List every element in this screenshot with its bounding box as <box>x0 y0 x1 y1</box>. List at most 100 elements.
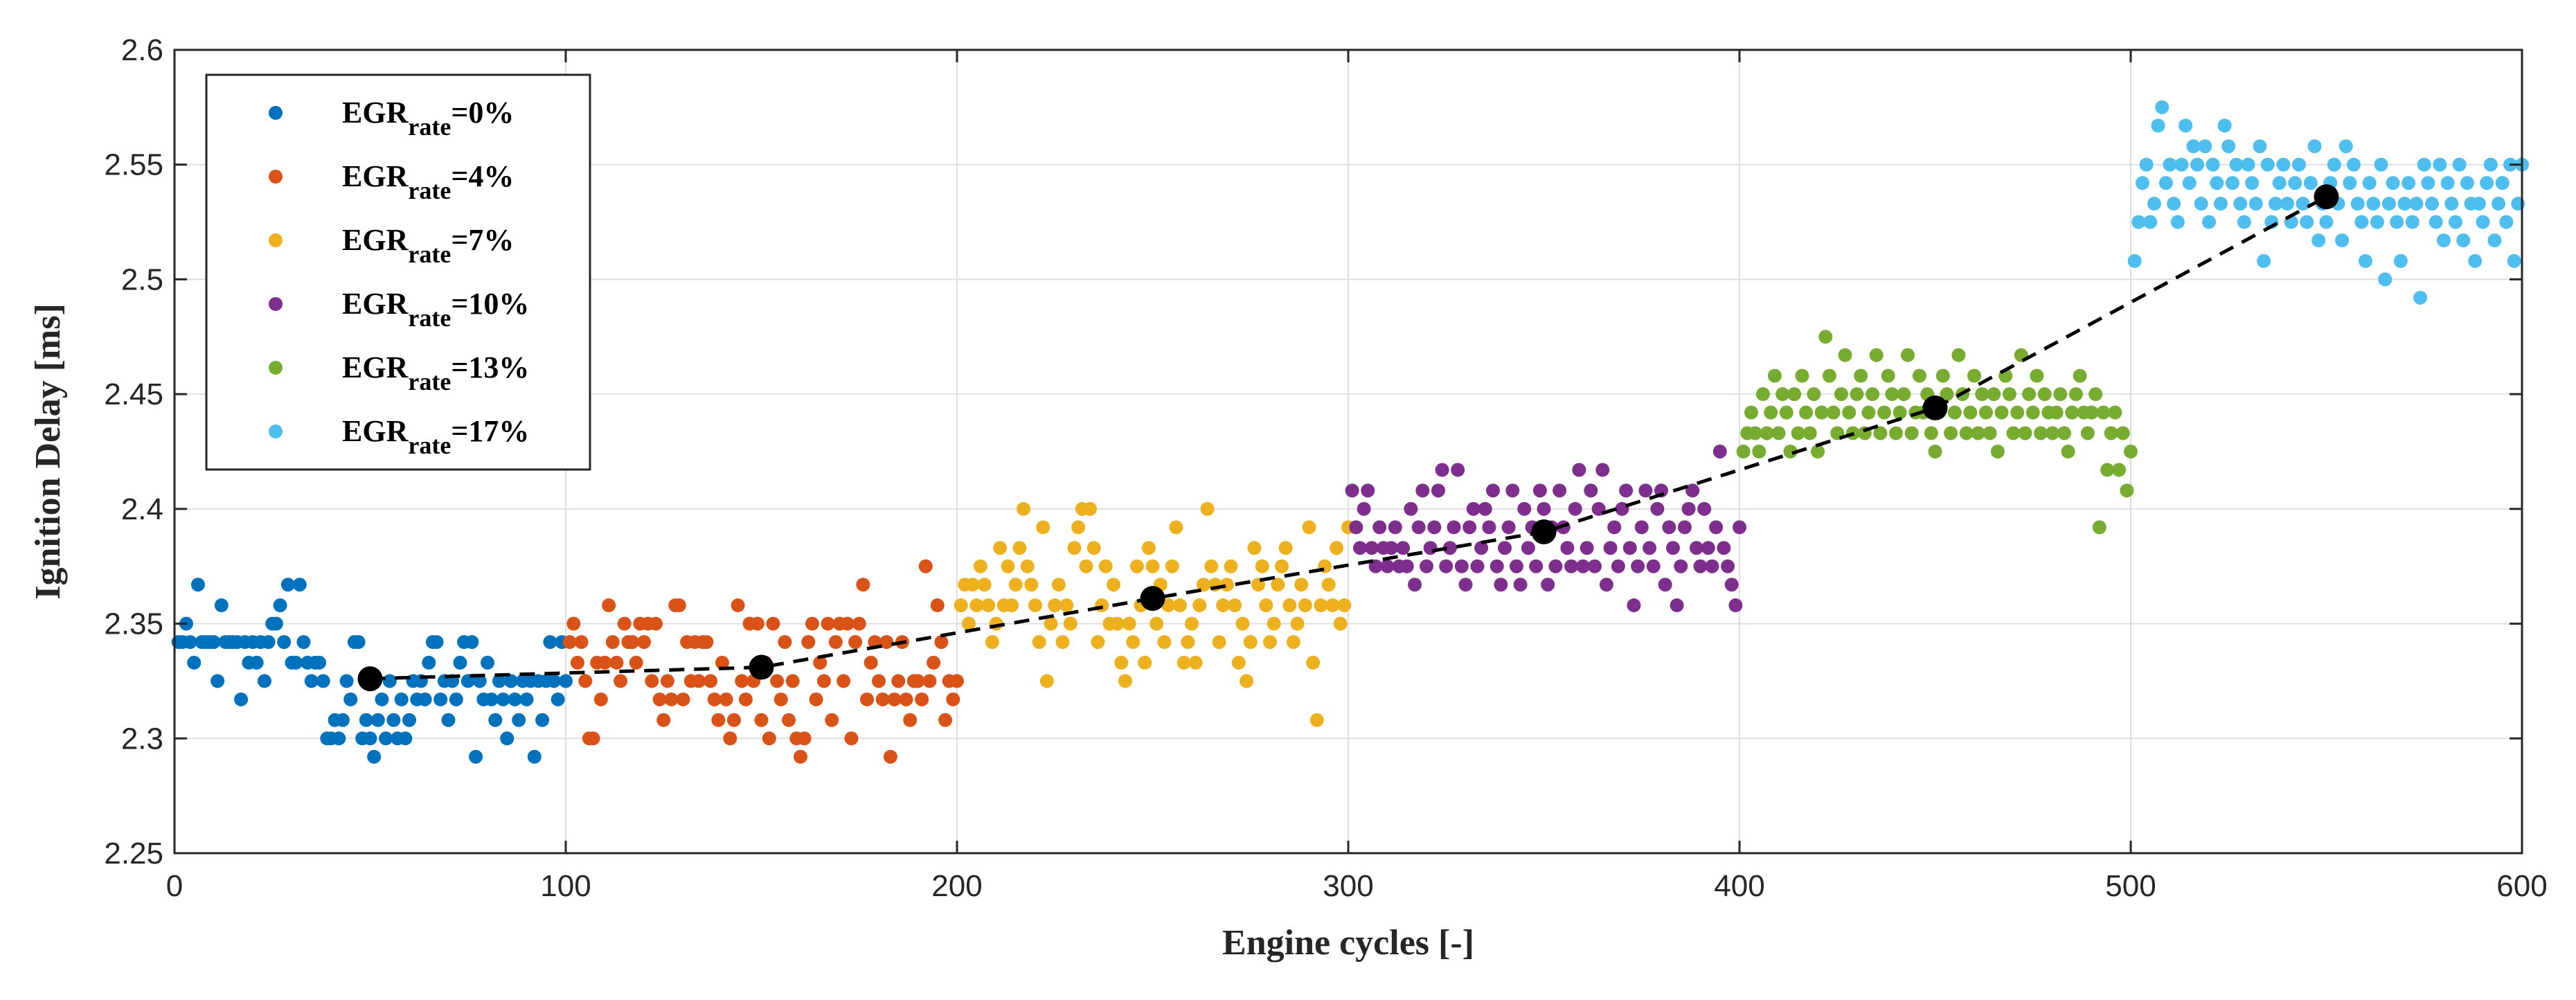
data-point <box>1259 598 1273 613</box>
y-tick-label: 2.25 <box>104 837 163 870</box>
data-point <box>2499 215 2514 229</box>
data-point <box>257 674 271 688</box>
data-point <box>1196 578 1210 592</box>
data-point <box>723 731 737 746</box>
data-point <box>1869 348 1884 362</box>
data-point <box>1039 674 1054 688</box>
x-tick-label: 400 <box>1714 869 1764 903</box>
data-point <box>934 635 949 650</box>
data-point <box>692 674 706 688</box>
data-point <box>2217 118 2232 133</box>
data-point <box>1693 559 1708 573</box>
x-tick-label: 0 <box>166 869 183 903</box>
data-point <box>1490 559 1504 573</box>
data-point <box>731 598 745 613</box>
scatter-points <box>171 100 2529 764</box>
data-point <box>1200 501 1215 516</box>
data-point <box>1079 559 1093 573</box>
data-point <box>1306 655 1321 670</box>
data-point <box>2296 197 2310 211</box>
data-point <box>1834 387 1848 402</box>
data-point <box>1165 559 1179 573</box>
data-point <box>973 559 987 573</box>
data-point <box>2210 176 2224 190</box>
data-point <box>2347 157 2361 172</box>
data-point <box>887 692 902 706</box>
data-point <box>837 674 851 688</box>
data-point <box>1803 426 1817 440</box>
data-point <box>1619 483 1634 498</box>
data-point <box>1458 578 1473 592</box>
data-point <box>2084 405 2099 420</box>
data-point <box>2471 197 2486 211</box>
data-point <box>715 655 729 670</box>
data-point <box>1811 445 1825 458</box>
mean-marker <box>1140 586 1165 611</box>
data-point <box>903 713 918 727</box>
data-point <box>2272 176 2287 190</box>
data-point <box>2143 215 2158 229</box>
data-point <box>809 692 823 706</box>
data-point <box>1384 541 1399 555</box>
data-point <box>1822 368 1836 383</box>
data-point <box>1404 501 1418 516</box>
data-point <box>422 655 436 670</box>
data-point <box>1537 501 1551 516</box>
data-point <box>1854 368 1868 383</box>
data-point <box>1724 578 1739 592</box>
y-tick-label: 2.55 <box>104 148 163 182</box>
data-point <box>1240 674 1254 688</box>
data-point <box>2221 139 2236 154</box>
data-point <box>1599 578 1613 592</box>
data-point <box>1482 520 1496 535</box>
data-point <box>2018 426 2032 440</box>
legend-label: EGRrate=4% <box>342 159 514 204</box>
data-point <box>660 674 674 688</box>
data-point <box>1674 559 1688 573</box>
data-point <box>762 731 776 746</box>
data-point <box>386 713 401 727</box>
data-point <box>1940 387 1954 402</box>
data-point <box>586 731 600 746</box>
data-point <box>1717 541 1731 555</box>
data-point <box>1697 501 1712 516</box>
data-point <box>1048 598 1062 613</box>
data-point <box>805 616 819 631</box>
data-point <box>977 578 992 592</box>
data-point <box>2088 387 2103 402</box>
data-point <box>359 713 373 727</box>
data-point <box>1807 387 1821 402</box>
y-tick-label: 2.5 <box>121 262 163 296</box>
legend-marker <box>269 425 283 438</box>
data-point <box>2127 253 2142 268</box>
data-point <box>1881 368 1895 383</box>
data-point <box>2030 368 2044 383</box>
data-point <box>609 655 624 670</box>
data-point <box>1712 445 1727 458</box>
data-point <box>1873 426 1888 440</box>
data-point <box>2429 215 2443 229</box>
data-point <box>1529 559 1544 573</box>
data-point <box>1975 387 1989 402</box>
data-point <box>2343 176 2357 190</box>
data-point <box>1001 559 1015 573</box>
y-tick-label: 2.4 <box>121 492 163 526</box>
data-point <box>1012 541 1027 555</box>
data-point <box>1501 520 1516 535</box>
data-point <box>1411 520 1426 535</box>
data-point <box>1631 559 1645 573</box>
axis-ticks: 0 100 200 300 400 500 600 2.25 2.3 2.35 2.4 2.45 2.5… <box>104 33 2547 903</box>
data-point <box>2151 118 2165 133</box>
data-point <box>1935 368 1950 383</box>
data-point <box>1987 387 2001 402</box>
data-point <box>1944 426 1958 440</box>
data-point <box>2338 139 2353 154</box>
data-point <box>1760 426 1774 440</box>
data-point <box>2405 215 2420 229</box>
data-point <box>1889 426 1903 440</box>
data-point <box>2444 197 2459 211</box>
data-point <box>1701 541 1715 555</box>
data-point <box>370 713 385 727</box>
x-tick-label: 600 <box>2496 869 2547 903</box>
data-point <box>296 635 311 650</box>
